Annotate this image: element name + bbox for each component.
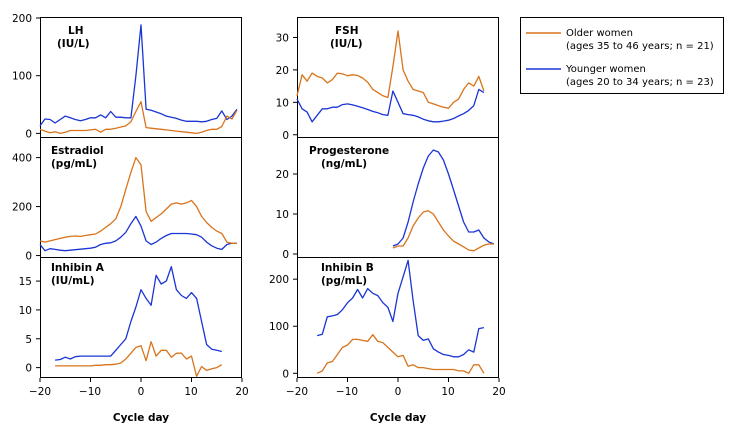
inhibin-a-line-younger <box>55 266 222 361</box>
x-tick-left: 10 <box>184 386 197 398</box>
fsh-ytick-label: 20 <box>276 65 289 77</box>
fsh-line-younger <box>296 88 485 123</box>
fsh-unit: (IU/L) <box>330 38 363 50</box>
fsh-ytick-label: 0 <box>282 130 289 142</box>
inhibin-b-unit: (pg/mL) <box>321 275 367 287</box>
inhibin-a-ytick-label: 5 <box>25 334 32 346</box>
legend-label-younger: Younger women <box>565 64 646 75</box>
inhibin-a-ytick-label: 0 <box>25 363 32 375</box>
progesterone-ytick-label: 0 <box>282 249 289 261</box>
estradiol-line-younger <box>39 215 237 252</box>
x-tick-right: −20 <box>286 386 308 398</box>
inhibin-b-line-older <box>316 334 485 374</box>
inhibin-b-line-younger <box>317 259 485 358</box>
inhibin-a-line-older <box>55 341 223 377</box>
legend-label-older: Older women <box>566 28 633 39</box>
legend-detail-younger: (ages 20 to 34 years; n = 23) <box>566 77 714 88</box>
lh-ytick-label: 0 <box>25 128 32 140</box>
x-tick-left: −20 <box>29 386 51 398</box>
estradiol-ytick-label: 400 <box>12 153 32 165</box>
progesterone-unit: (ng/mL) <box>321 158 367 170</box>
estradiol-title: Estradiol <box>51 145 104 157</box>
left-column-frame <box>40 17 242 378</box>
inhibin-a-ytick-label: 15 <box>19 276 32 288</box>
x-tick-left: −10 <box>79 386 101 398</box>
x-axis-label-right: Cycle day <box>370 412 426 424</box>
lh-ytick-label: 200 <box>12 13 32 25</box>
lh-unit: (IU/L) <box>57 38 90 50</box>
lh-line-older <box>39 101 238 135</box>
estradiol-unit: (pg/mL) <box>51 158 97 170</box>
inhibin-b-ytick-label: 100 <box>269 321 289 333</box>
x-tick-right: 0 <box>395 386 402 398</box>
x-tick-left: 0 <box>138 386 145 398</box>
inhibin-b-ytick-label: 0 <box>282 368 289 380</box>
inhibin-a-title: Inhibin A <box>51 262 105 274</box>
fsh-ytick-label: 10 <box>276 97 289 109</box>
legend-detail-older: (ages 35 to 46 years; n = 21) <box>566 41 714 52</box>
x-axis-label-left: Cycle day <box>113 412 169 424</box>
progesterone-line-younger <box>392 149 495 247</box>
x-tick-left: 20 <box>235 386 248 398</box>
x-tick-right: 10 <box>441 386 454 398</box>
fsh-title: FSH <box>335 25 359 37</box>
estradiol-ytick-label: 200 <box>12 202 32 214</box>
estradiol-ytick-label: 0 <box>25 251 32 263</box>
x-tick-right: −10 <box>336 386 358 398</box>
progesterone-line-older <box>392 210 494 252</box>
lh-ytick-label: 100 <box>12 71 32 83</box>
progesterone-title: Progesterone <box>309 145 389 157</box>
inhibin-a-ytick-label: 10 <box>19 305 32 317</box>
inhibin-a-unit: (IU/mL) <box>51 275 95 287</box>
lh-line-younger <box>39 24 238 127</box>
lh-title: LH <box>68 25 83 37</box>
progesterone-ytick-label: 10 <box>276 209 289 221</box>
inhibin-b-title: Inhibin B <box>321 262 374 274</box>
inhibin-b-ytick-label: 200 <box>269 274 289 286</box>
fsh-line-older <box>296 30 485 109</box>
fsh-ytick-label: 30 <box>276 32 289 44</box>
right-column-frame <box>297 17 499 378</box>
estradiol-line-older <box>39 156 237 244</box>
legend-box <box>520 17 724 94</box>
progesterone-ytick-label: 20 <box>276 169 289 181</box>
x-tick-right: 20 <box>492 386 505 398</box>
